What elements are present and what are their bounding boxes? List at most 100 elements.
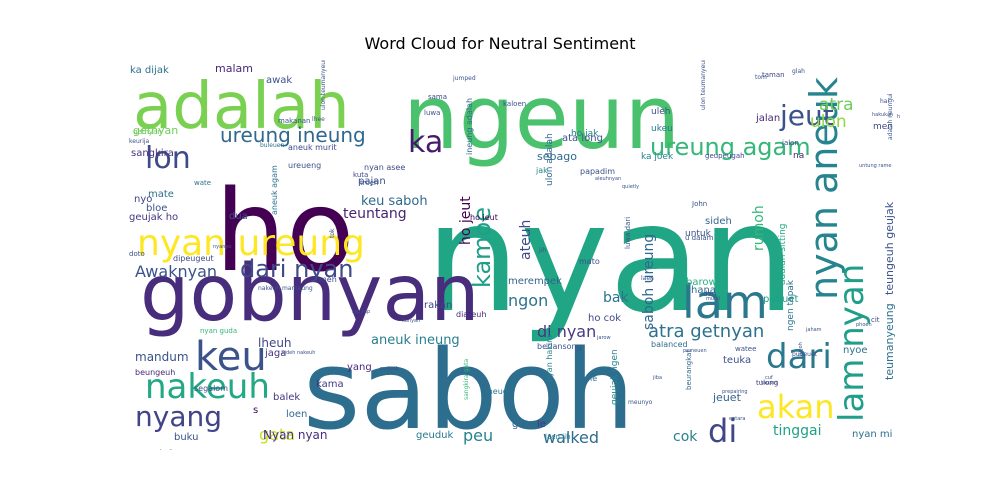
word-cloud-word: haruk [897, 114, 900, 120]
word-cloud-word: lam nyan [832, 264, 872, 422]
word-cloud-word: lam [682, 275, 768, 329]
word-cloud-word: ka joek [641, 152, 674, 162]
word-cloud-word: jeuet [712, 391, 742, 404]
word-cloud-word: ineung adalah [465, 98, 474, 155]
word-cloud-word: ulon teumanyeung [700, 60, 707, 110]
word-cloud-word: ngeun [403, 66, 680, 169]
word-cloud-word: malam [215, 62, 253, 75]
word-cloud-word: nyan hakim [545, 335, 554, 382]
word-cloud-word: geupeugah [705, 152, 745, 160]
word-cloud-word: nyan guda [200, 327, 237, 335]
word-cloud-word: meuen [485, 387, 513, 396]
word-cloud-word: dan [703, 290, 716, 298]
word-cloud-word: wate [194, 179, 211, 187]
word-cloud-word: quietly [622, 184, 639, 190]
word-cloud-word: teumanyeung [883, 303, 896, 380]
word-cloud-word: prepairing [722, 389, 748, 395]
word-cloud-word: ulon adalah [545, 133, 555, 186]
word-cloud-word: bloe [146, 203, 167, 214]
word-cloud-word: makanan [278, 117, 311, 125]
word-cloud-word: segalom [194, 384, 228, 393]
word-cloud-word: ho jak [571, 129, 599, 139]
word-cloud-word: ie [590, 374, 597, 383]
word-cloud-word: atra [819, 95, 854, 115]
word-cloud-word: Awaknyan [135, 262, 217, 281]
word-cloud-word: ho jeut [458, 196, 474, 245]
word-cloud-word: ngen tapak [786, 279, 796, 331]
word-cloud-word: geujak ho [129, 212, 178, 223]
word-cloud-word: adalah sitting [778, 224, 788, 286]
word-cloud-area: nyan saboh ho ngeun gobnyan adalah lam nyan ure… [125, 60, 900, 450]
word-cloud-word: buku [174, 432, 199, 443]
word-cloud-word: nyoe [843, 345, 868, 356]
word-cloud-word: nyan mi [852, 429, 892, 440]
word-cloud-word: awak [266, 75, 292, 86]
word-cloud-word: bak [603, 290, 629, 306]
word-cloud-word: saboh [303, 326, 635, 450]
word-cloud-word: tok [329, 228, 336, 238]
word-cloud-word: aneuk murit [288, 143, 337, 152]
word-cloud-word: teuka [723, 355, 751, 366]
word-cloud-word: ngon [508, 291, 548, 310]
word-cloud-word: jih [538, 247, 546, 254]
word-cloud-word: untung rame [859, 163, 891, 169]
word-cloud-word: nyan aneuk [802, 77, 846, 300]
word-cloud-word: dari [766, 337, 832, 377]
word-cloud-word: lon [145, 141, 191, 176]
word-cloud-word: dari nyan [240, 255, 353, 283]
word-cloud-word: men [873, 122, 893, 132]
word-cloud-word: ureung ineung [220, 123, 366, 147]
word-cloud-word: lhee [312, 116, 325, 123]
word-cloud-word: pajan [358, 176, 386, 187]
word-cloud-word: ureueng [288, 161, 321, 170]
word-cloud-word: cuf [765, 375, 773, 381]
word-cloud-word: nyang [135, 400, 222, 433]
word-cloud-word: laen jih [545, 433, 571, 441]
word-cloud-word: papadim [580, 167, 615, 176]
word-cloud-word: getnyan [133, 128, 162, 136]
word-cloud-word: beurangkat [685, 350, 693, 390]
word-cloud-word: guree [512, 419, 541, 430]
word-cloud-word: keurija [129, 138, 150, 145]
word-cloud-word: merempek [508, 276, 562, 287]
word-cloud-word: ata long [562, 133, 603, 144]
word-cloud-word: balanced [651, 340, 688, 349]
word-cloud-word: geujak ngen [610, 349, 620, 405]
word-cloud-word: doto [129, 250, 145, 258]
word-cloud-word: ho [215, 167, 355, 297]
word-cloud-word: jumped [452, 75, 476, 82]
word-cloud-word: jiba [652, 375, 662, 381]
word-cloud-word: mulai [706, 296, 720, 302]
word-cloud-word: yang [347, 362, 372, 373]
word-cloud-word: John [691, 200, 707, 208]
word-cloud-word: teuntang [343, 206, 407, 222]
word-cloud-word: peu [463, 426, 493, 445]
chart-title: Word Cloud for Neutral Sentiment [364, 34, 636, 53]
word-cloud-word: u dalam [685, 234, 714, 242]
word-cloud-word: adalah neungui [887, 93, 894, 140]
word-cloud-word: dua [229, 211, 248, 222]
word-cloud-word: aneuk agam [270, 165, 279, 215]
word-cloud-word: glah [792, 68, 805, 75]
word-cloud-word: adalah [133, 70, 350, 144]
word-cloud-word: geuduk [416, 430, 454, 441]
word-cloud-word: nyan ureung [137, 223, 365, 264]
word-cloud-word: jaga [264, 348, 286, 359]
word-cloud-word: barow [686, 277, 717, 288]
word-cloud-word: ulon ligeng [157, 449, 185, 450]
word-cloud-word: uleh [651, 107, 670, 117]
word-cloud-word: ukeu [651, 124, 673, 134]
word-cloud-word: entara [729, 416, 745, 422]
word-cloud-word: sebago [537, 150, 577, 163]
word-cloud-word: nyan [425, 172, 796, 346]
word-cloud-word: aleuhnyan [595, 176, 621, 182]
word-cloud-word: diateuh [456, 310, 486, 319]
word-cloud-word: ho cok [588, 313, 621, 324]
word-cloud-word: ateuh [518, 220, 534, 260]
word-cloud-word: troeh [360, 179, 379, 187]
word-cloud-word: kama [316, 379, 344, 390]
word-cloud-word: nyan asee [364, 163, 405, 172]
word-cloud-word: nakeuh manteung [258, 285, 313, 292]
word-cloud-word: sideh [705, 216, 732, 227]
